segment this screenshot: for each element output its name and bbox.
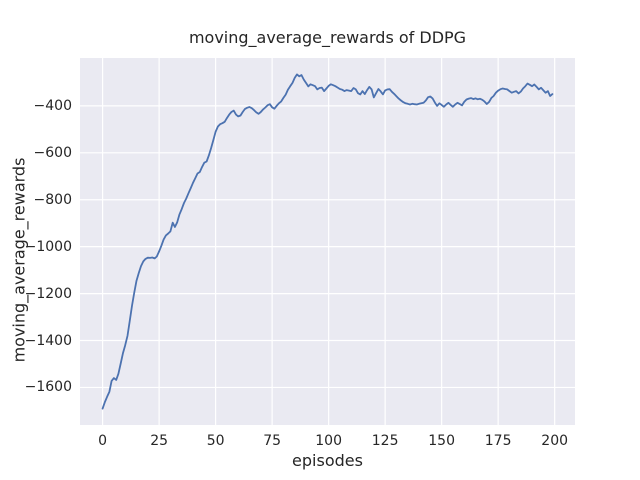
x-tick-label: 50 — [206, 433, 225, 449]
y-tick-label: −400 — [33, 97, 72, 114]
y-tick-label: −1000 — [24, 238, 72, 255]
x-tick-label: 0 — [98, 433, 108, 449]
x-tick-label: 200 — [541, 433, 569, 449]
x-axis-label: episodes — [292, 451, 363, 470]
x-tick-label: 150 — [428, 433, 456, 449]
reward-line-series — [101, 73, 554, 410]
plot-area — [80, 58, 575, 425]
y-tick-label: −1600 — [24, 379, 72, 396]
x-tick-label: 75 — [263, 433, 282, 449]
x-tick-label: 100 — [315, 433, 342, 449]
y-tick-label: −600 — [33, 144, 72, 161]
x-tick-label: 125 — [371, 433, 399, 449]
y-tick-label: −1200 — [24, 285, 72, 302]
x-tick-label: 175 — [484, 433, 512, 449]
chart-title: moving_average_rewards of DDPG — [188, 28, 467, 47]
y-tick-label: −800 — [33, 191, 72, 208]
y-tick-label: −1400 — [24, 332, 72, 349]
x-tick-label: 25 — [150, 433, 169, 449]
